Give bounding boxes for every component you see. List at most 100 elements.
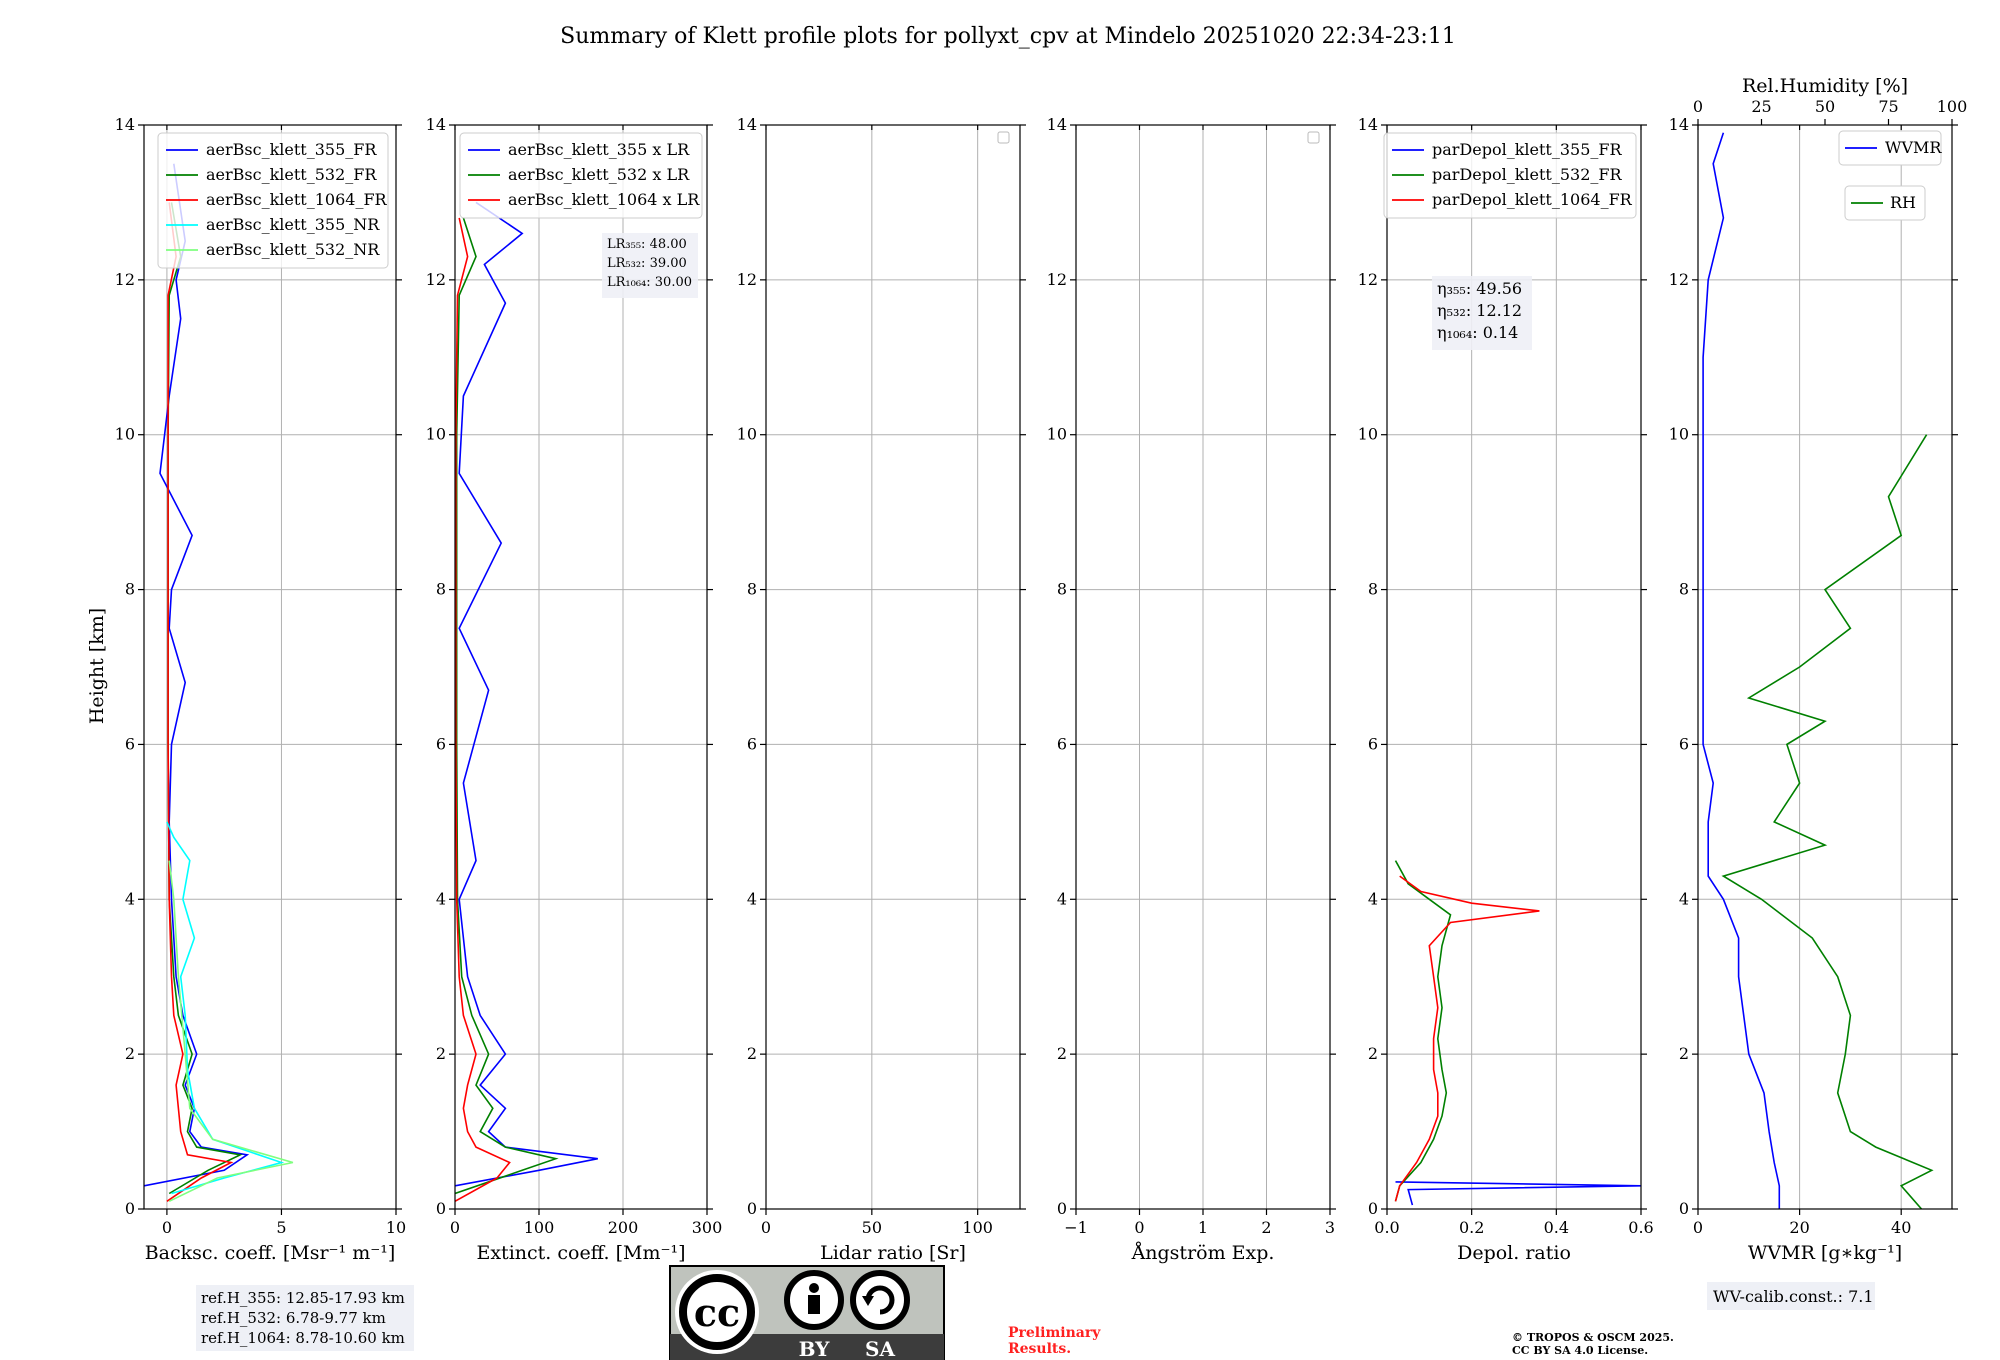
x-tick-label: 0.6 [1628,1218,1653,1237]
y-tick-label: 10 [1047,425,1067,444]
y-tick-label: 8 [1679,580,1689,599]
y-axis-label: Height [km] [86,608,108,724]
series-line-parDepol_klett_532_FR [1394,860,1452,1202]
sa-share-alike-icon [850,1270,910,1330]
x-axis-label: Depol. ratio [1457,1242,1571,1264]
y-tick-label: 14 [115,115,135,134]
by-person-head [809,1283,819,1293]
y-tick-label: 6 [436,734,446,753]
y-tick-label: 6 [1679,734,1689,753]
annotation-text: η₅₃₂: 12.12 [1437,301,1522,320]
series-line-aerBsc_klett_1064 x LR [455,217,511,1202]
y-tick-label: 0 [125,1199,135,1218]
panel-1: 0 5 10 0 2 4 6 8 10 12 14 Backsc. coeff. [Msr⁻¹ m⁻¹… [115,115,407,1264]
y-tick-label: 2 [436,1044,446,1063]
x-tick-label: 2 [1261,1218,1271,1237]
top-x-tick-label: 75 [1878,97,1898,116]
y-tick-label: 2 [125,1044,135,1063]
legend-box [157,132,389,269]
x-axis-label: Backsc. coeff. [Msr⁻¹ m⁻¹] [145,1242,396,1264]
legend-label: aerBsc_klett_532_NR [206,240,380,259]
y-tick-label: 4 [1679,889,1689,908]
series-line-RH [1721,434,1934,1209]
series-line-aerBsc_klett_532 x LR [455,217,559,1195]
axes-frame [143,124,397,1210]
top-x-tick-label: 100 [1937,97,1968,116]
x-tick-label: 300 [692,1218,723,1237]
legend-label: aerBsc_klett_355_FR [206,140,377,159]
y-tick-label: 4 [1057,889,1067,908]
ref-heights-background [196,1285,414,1351]
x-tick-label: 0 [1134,1218,1144,1237]
y-tick-label: 8 [1368,580,1378,599]
annotation-box [602,233,698,298]
y-tick-label: 12 [115,270,135,289]
y-tick-label: 8 [1057,580,1067,599]
y-tick-label: 10 [1669,425,1689,444]
y-tick-label: 2 [747,1044,757,1063]
legend-label: RH [1890,193,1916,212]
top-x-tick-label: 25 [1751,97,1771,116]
y-tick-label: 6 [1368,734,1378,753]
legend-label: aerBsc_klett_355 x LR [508,140,690,159]
y-tick-label: 2 [1368,1044,1378,1063]
y-tick-label: 0 [436,1199,446,1218]
series-line-parDepol_klett_1064_FR [1394,875,1540,1202]
figure-title: Summary of Klett profile plots for polly… [560,24,1456,49]
y-tick-label: 8 [747,580,757,599]
annotation-text: η₃₅₅: 49.56 [1437,279,1522,298]
axes-frame [1386,124,1642,1210]
y-tick-label: 0 [1368,1199,1378,1218]
legend-box [1383,132,1637,219]
x-tick-label: 40 [1891,1218,1911,1237]
y-tick-label: 4 [747,889,757,908]
sa-label: SA [865,1337,895,1360]
y-tick-label: 6 [1057,734,1067,753]
legend-box [459,132,703,219]
y-tick-label: 14 [426,115,446,134]
wv-calib-box: WV-calib.const.: 7.1 [1707,1282,1875,1310]
x-tick-label: 0.0 [1374,1218,1399,1237]
annotation-text: LR₁₀₆₄: 30.00 [607,275,692,290]
y-tick-label: 14 [1047,115,1067,134]
x-tick-label: 5 [276,1218,286,1237]
y-tick-label: 4 [436,889,446,908]
panel-3: 0 50 100 0 2 4 6 8 10 12 14 Lidar ratio [Sr] [737,115,1026,1264]
series-line-aerBsc_klett_532_NR [168,860,294,1203]
ref-height-532: ref.H_532: 6.78-9.77 km [201,1309,386,1327]
x-tick-label: 0 [450,1218,460,1237]
empty-legend-box [1307,131,1320,144]
x-tick-label: 10 [386,1218,406,1237]
y-tick-label: 10 [1358,425,1378,444]
x-tick-label: 0 [761,1218,771,1237]
cc-letters: cc [694,1290,740,1335]
y-tick-label: 4 [1368,889,1378,908]
x-tick-label: 100 [524,1218,555,1237]
x-axis-label: Lidar ratio [Sr] [820,1242,966,1264]
y-tick-label: 6 [125,734,135,753]
legend-box-wvmr [1838,130,1942,166]
y-tick-label: 14 [737,115,757,134]
ref-height-355: ref.H_355: 12.85-17.93 km [201,1289,405,1307]
y-tick-label: 14 [1669,115,1689,134]
y-tick-label: 12 [1047,270,1067,289]
y-tick-label: 14 [1358,115,1378,134]
x-tick-label: 3 [1325,1218,1335,1237]
panel-2: 0 100 200 300 0 2 4 6 8 10 12 14 Extinct. coeff. [Mm… [426,115,723,1264]
legend-label: parDepol_klett_1064_FR [1432,190,1633,209]
legend-label: parDepol_klett_532_FR [1432,165,1623,184]
panel-5: 0.0 0.2 0.4 0.6 0 2 4 6 8 10 12 14 Depol. ratio parDe… [1358,115,1654,1264]
y-tick-label: 2 [1057,1044,1067,1063]
top-x-tick-label: 0 [1693,97,1703,116]
y-tick-label: 0 [1679,1199,1689,1218]
copyright-line-2: CC BY SA 4.0 License. [1512,1344,1648,1357]
y-tick-label: 0 [747,1199,757,1218]
x-tick-label: 100 [962,1218,993,1237]
x-tick-label: 50 [862,1218,882,1237]
x-tick-label: 0 [162,1218,172,1237]
legend-label: aerBsc_klett_532_FR [206,165,377,184]
series-group [144,163,294,1203]
cc-icon [679,1274,755,1350]
